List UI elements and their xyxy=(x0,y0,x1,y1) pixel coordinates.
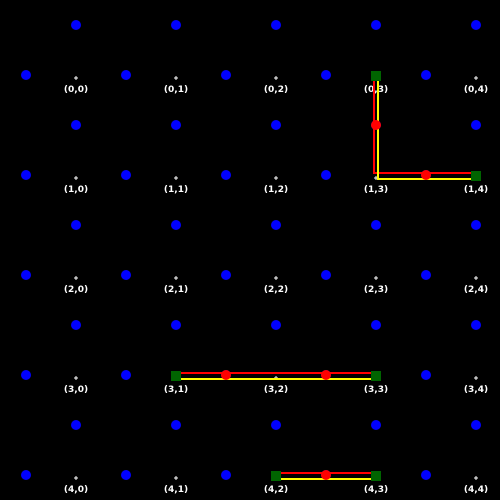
lattice-dot xyxy=(71,220,81,230)
lattice-dot xyxy=(421,470,431,480)
lattice-dot xyxy=(321,170,331,180)
path-midpoint xyxy=(421,170,431,180)
cell-label: (3,2) xyxy=(264,385,288,395)
cell-label: (1,0) xyxy=(64,185,88,195)
lattice-dot xyxy=(221,170,231,180)
lattice-dot xyxy=(471,320,481,330)
cell-label: (2,0) xyxy=(64,285,88,295)
lattice-dot xyxy=(471,220,481,230)
cell-label: (3,0) xyxy=(64,385,88,395)
lattice-dot xyxy=(121,370,131,380)
path-midpoint xyxy=(371,120,381,130)
lattice-dot xyxy=(271,120,281,130)
lattice-dot xyxy=(471,420,481,430)
cell-label: (4,4) xyxy=(464,485,488,495)
lattice-dot xyxy=(21,170,31,180)
lattice-dot xyxy=(121,270,131,280)
cell-label: (0,3) xyxy=(364,85,388,95)
cell-label: (2,1) xyxy=(164,285,188,295)
path-endpoint[interactable] xyxy=(371,471,381,481)
lattice-dot xyxy=(221,70,231,80)
cell-label: (0,1) xyxy=(164,85,188,95)
cell-label: (0,0) xyxy=(64,85,88,95)
cell-label: (2,2) xyxy=(264,285,288,295)
lattice-dot xyxy=(21,370,31,380)
lattice-dot xyxy=(171,420,181,430)
lattice-dot xyxy=(271,320,281,330)
lattice-dot xyxy=(21,70,31,80)
cell-label: (1,1) xyxy=(164,185,188,195)
lattice-dot xyxy=(171,120,181,130)
lattice-dot xyxy=(371,220,381,230)
lattice-dot xyxy=(121,70,131,80)
lattice-dot xyxy=(71,120,81,130)
path-endpoint[interactable] xyxy=(271,471,281,481)
cell-label: (0,4) xyxy=(464,85,488,95)
cell-label: (4,0) xyxy=(64,485,88,495)
cell-label: (4,3) xyxy=(364,485,388,495)
lattice-dot xyxy=(221,470,231,480)
path-endpoint[interactable] xyxy=(471,171,481,181)
lattice-dot xyxy=(121,170,131,180)
cell-label: (3,3) xyxy=(364,385,388,395)
cell-label: (1,2) xyxy=(264,185,288,195)
cell-label: (2,4) xyxy=(464,285,488,295)
lattice-dot xyxy=(171,320,181,330)
cell-label: (4,1) xyxy=(164,485,188,495)
cell-label: (1,3) xyxy=(364,185,388,195)
lattice-dot xyxy=(21,470,31,480)
lattice-dot xyxy=(421,270,431,280)
lattice-dot xyxy=(321,70,331,80)
lattice-dot xyxy=(121,470,131,480)
lattice-dot xyxy=(221,270,231,280)
lattice-dot xyxy=(321,270,331,280)
lattice-dot xyxy=(371,420,381,430)
lattice-dot xyxy=(171,220,181,230)
lattice-dot xyxy=(421,370,431,380)
cell-label: (3,4) xyxy=(464,385,488,395)
lattice-dot xyxy=(371,320,381,330)
lattice-dot xyxy=(71,420,81,430)
path-midpoint xyxy=(221,370,231,380)
path-midpoint xyxy=(321,370,331,380)
lattice-dot xyxy=(21,270,31,280)
lattice-dot xyxy=(171,20,181,30)
path-endpoint[interactable] xyxy=(371,371,381,381)
path-endpoint[interactable] xyxy=(171,371,181,381)
lattice-dot xyxy=(471,20,481,30)
lattice-dot xyxy=(371,20,381,30)
cell-label: (0,2) xyxy=(264,85,288,95)
lattice-dot xyxy=(271,420,281,430)
path-endpoint[interactable] xyxy=(371,71,381,81)
lattice-dot xyxy=(271,20,281,30)
path-midpoint xyxy=(321,470,331,480)
cell-label: (1,4) xyxy=(464,185,488,195)
cell-label: (2,3) xyxy=(364,285,388,295)
cell-label: (3,1) xyxy=(164,385,188,395)
lattice-dot xyxy=(71,320,81,330)
lattice-dot xyxy=(471,120,481,130)
cell-label: (4,2) xyxy=(264,485,288,495)
lattice-dot xyxy=(71,20,81,30)
lattice-dot xyxy=(271,220,281,230)
lattice-dot xyxy=(421,70,431,80)
